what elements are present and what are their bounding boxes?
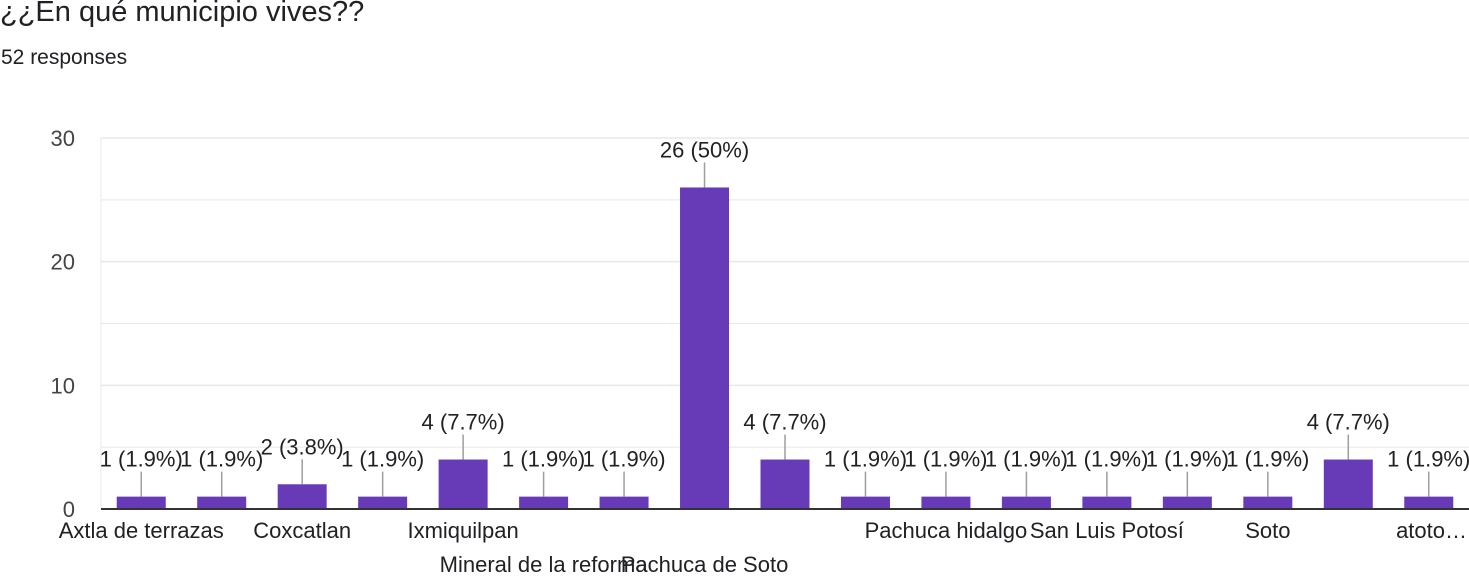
data-label: 1 (1.9%)	[180, 447, 263, 472]
x-category-label: Pachuca de Soto	[621, 552, 789, 577]
chart-title: ¿¿En qué municipio vives??	[0, 0, 365, 28]
data-label: 1 (1.9%)	[100, 447, 183, 472]
bar	[921, 496, 971, 509]
data-label: 2 (3.8%)	[261, 434, 344, 459]
data-label: 1 (1.9%)	[904, 447, 987, 472]
x-category-label: Axtla de terrazas	[59, 518, 224, 543]
data-label: 1 (1.9%)	[502, 447, 585, 472]
bar	[840, 496, 890, 509]
y-tick-label: 10	[51, 373, 75, 398]
data-label: 1 (1.9%)	[1387, 447, 1469, 472]
x-category-label: Soto	[1245, 518, 1290, 543]
response-count: 52 responses	[1, 46, 128, 69]
data-label: 1 (1.9%)	[824, 447, 907, 472]
bar	[116, 496, 166, 509]
bar	[1082, 496, 1132, 509]
y-tick-label: 20	[51, 250, 75, 275]
data-label: 4 (7.7%)	[743, 410, 826, 435]
x-category-label: Mineral de la reforma	[440, 552, 649, 577]
x-category-label: San Luis Potosí	[1030, 518, 1184, 543]
data-label: 1 (1.9%)	[341, 447, 424, 472]
bar	[1323, 459, 1373, 509]
data-label: 4 (7.7%)	[1307, 410, 1390, 435]
bar	[1243, 496, 1293, 509]
data-label: 1 (1.9%)	[985, 447, 1068, 472]
bar	[358, 496, 408, 509]
bar	[197, 496, 247, 509]
x-category-label: Ixmiquilpan	[407, 518, 518, 543]
y-tick-label: 30	[51, 126, 75, 151]
data-label: 1 (1.9%)	[1226, 447, 1309, 472]
bar	[1001, 496, 1051, 509]
bar	[277, 484, 327, 509]
data-label: 1 (1.9%)	[1065, 447, 1148, 472]
bar	[760, 459, 810, 509]
x-category-label: atoto…	[1396, 518, 1467, 543]
data-label: 26 (50%)	[660, 137, 749, 162]
bar	[1162, 496, 1212, 509]
data-label: 4 (7.7%)	[422, 410, 505, 435]
bar	[599, 496, 649, 509]
bar	[680, 187, 730, 509]
bar	[519, 496, 569, 509]
data-label: 1 (1.9%)	[582, 447, 665, 472]
y-tick-label: 0	[63, 497, 75, 522]
bar	[1404, 496, 1454, 509]
bar	[438, 459, 488, 509]
x-category-label: Coxcatlan	[253, 518, 351, 543]
data-label: 1 (1.9%)	[1146, 447, 1229, 472]
x-category-label: Pachuca hidalgo	[865, 518, 1028, 543]
